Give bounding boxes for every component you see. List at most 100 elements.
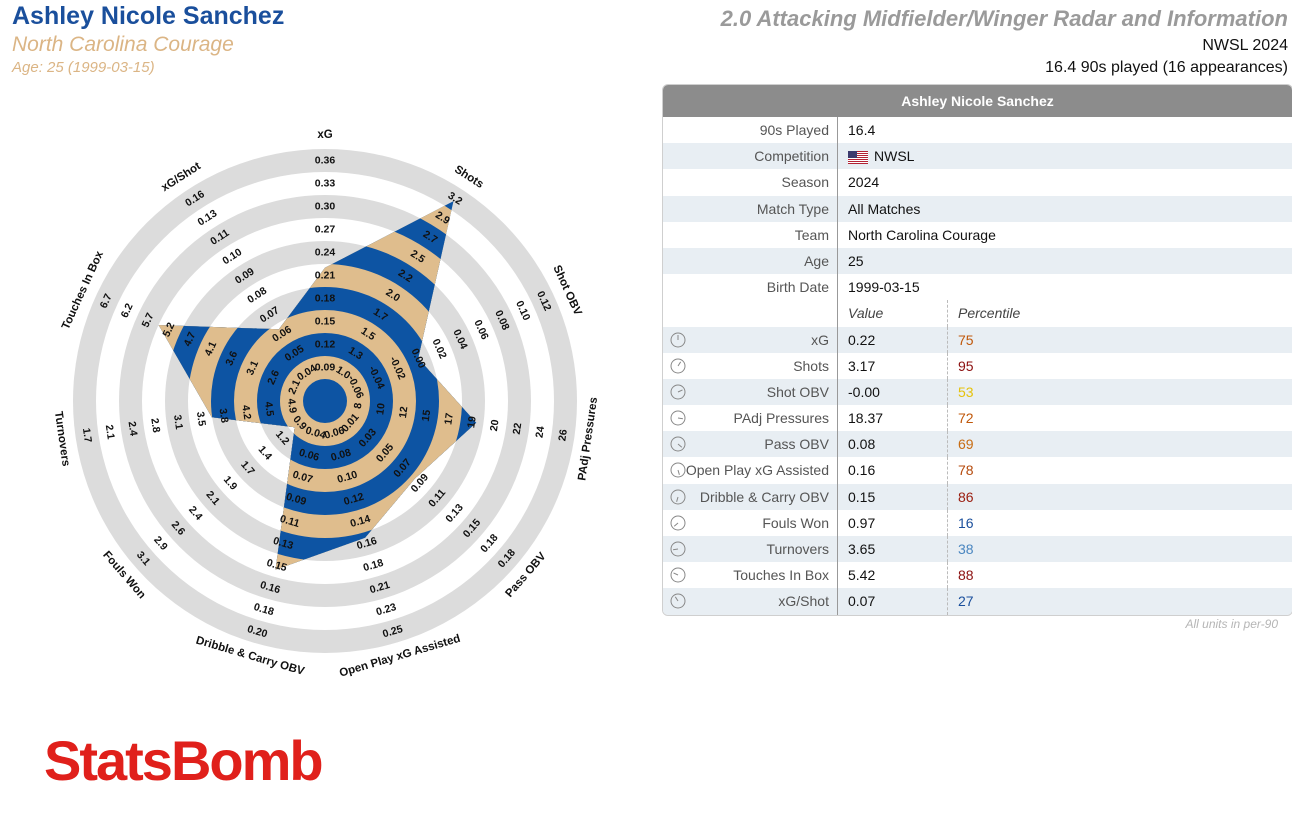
- metric-name: Dribble & Carry OBV: [699, 488, 829, 505]
- tick-label: 10: [374, 402, 388, 415]
- metric-name: Shot OBV: [766, 383, 829, 400]
- competition-season: NWSL 2024: [1202, 37, 1288, 54]
- metric-gauge-icon: [670, 410, 686, 426]
- metric-label: Shots: [663, 352, 838, 379]
- tick-label: 26: [556, 428, 570, 441]
- metric-label: Turnovers: [52, 411, 72, 468]
- tick-label: 22: [511, 422, 525, 435]
- tick-label: 0.04: [304, 424, 327, 441]
- metric-percentile: 95: [958, 357, 974, 374]
- metric-name: Turnovers: [766, 541, 829, 557]
- metric-label: PAdj Pressures: [663, 405, 838, 432]
- metric-gauge-icon: [670, 515, 686, 531]
- player-name: Ashley Nicole Sanchez: [12, 2, 285, 30]
- metric-percentile: 88: [958, 567, 974, 584]
- tick-label: 0.27: [315, 224, 336, 236]
- units-note: All units in per-90: [1185, 617, 1279, 631]
- metric-percentile: 75: [958, 331, 974, 348]
- statsbomb-logo: StatsBomb: [44, 729, 324, 792]
- percentile-header: Percentile: [958, 305, 1021, 322]
- tick-label: 0.12: [315, 339, 336, 351]
- tick-label: 0.15: [265, 557, 288, 574]
- info-label: Team: [663, 221, 838, 248]
- team-name: North Carolina Courage: [12, 33, 234, 56]
- tick-label: 15: [420, 409, 434, 422]
- metric-row: Pass OBV 0.08 69: [663, 431, 1292, 458]
- metric-label: xG/Shot: [663, 588, 838, 615]
- tick-label: 17: [442, 412, 456, 425]
- metric-gauge-icon: [670, 384, 686, 400]
- info-row: Age 25: [663, 247, 1292, 275]
- tick-label: 2.6: [265, 368, 282, 386]
- metric-name: Fouls Won: [762, 514, 829, 531]
- tick-label: 5.2: [160, 321, 177, 339]
- info-row: Team North Carolina Courage: [663, 221, 1292, 248]
- metric-value: 3.65: [838, 536, 948, 563]
- tick-label: 0.21: [368, 579, 391, 596]
- metric-gauge-icon: [670, 358, 686, 374]
- tick-label: 0.24: [315, 247, 336, 259]
- metric-percentile: 78: [958, 462, 974, 479]
- tick-label: 0.18: [362, 557, 385, 574]
- metric-header-spacer: [663, 300, 838, 327]
- info-row: Match Type All Matches: [663, 195, 1292, 222]
- played-line: 16.4 90s played (16 appearances): [1045, 59, 1288, 76]
- info-value: 25: [848, 252, 864, 269]
- tick-label: 0.36: [315, 155, 336, 167]
- info-label: Match Type: [663, 195, 838, 222]
- info-value: NWSL: [838, 143, 1138, 169]
- metric-row: PAdj Pressures 18.37 72: [663, 405, 1292, 432]
- tick-label: 3.8: [217, 408, 231, 424]
- metric-label: Pass OBV: [663, 431, 838, 458]
- tick-label: 3.6: [223, 349, 240, 367]
- metric-percentile: 69: [958, 436, 974, 453]
- tick-label: 0.06: [323, 424, 346, 441]
- metric-row: Shots 3.17 95: [663, 352, 1292, 379]
- metric-label: xG: [663, 326, 838, 353]
- metric-label: Dribble & Carry OBV: [663, 483, 838, 510]
- info-label: Birth Date: [663, 274, 838, 301]
- metric-label: Turnovers: [663, 536, 838, 563]
- tick-label: 0.16: [259, 579, 282, 596]
- tick-label: 19: [465, 415, 479, 428]
- tick-label: 0.11: [278, 513, 301, 530]
- metric-value: 0.16: [838, 457, 948, 484]
- tick-label: 4.1: [202, 340, 219, 358]
- metric-value: 0.97: [838, 509, 948, 536]
- tick-label: 4.2: [239, 404, 253, 420]
- player-center: [303, 379, 347, 423]
- metric-row: Dribble & Carry OBV 0.15 86: [663, 483, 1292, 510]
- tick-label: 5.7: [140, 311, 157, 329]
- metric-percentile: 16: [958, 514, 974, 531]
- tick-label: 0.20: [246, 623, 269, 640]
- metric-value: 0.08: [838, 431, 948, 458]
- metric-value: -0.00: [838, 378, 948, 406]
- tick-label: 0.18: [315, 293, 336, 305]
- tick-label: 3.1: [244, 359, 261, 377]
- metric-value: 0.22: [838, 326, 948, 353]
- tick-label: 3.5: [194, 411, 208, 427]
- metric-percentile: 53: [958, 383, 974, 400]
- tick-label: 2.1: [103, 424, 117, 440]
- info-row: Birth Date 1999-03-15: [663, 274, 1292, 301]
- tick-label: 0.21: [315, 270, 336, 282]
- metric-row: Shot OBV -0.00 53: [663, 378, 1292, 406]
- metric-gauge-icon: [670, 489, 686, 505]
- info-row: 90s Played 16.4: [663, 117, 1292, 144]
- metric-row: Open Play xG Assisted 0.16 78: [663, 457, 1292, 484]
- metric-label: Fouls Won: [663, 509, 838, 536]
- metric-gauge-icon: [670, 541, 686, 557]
- tick-label: 0.14: [349, 513, 372, 530]
- tick-label: 0.33: [315, 178, 336, 190]
- metric-name: xG: [811, 331, 829, 348]
- tick-label: 1.7: [80, 427, 94, 443]
- metric-label: PAdj Pressures: [576, 396, 600, 481]
- metric-name: Pass OBV: [764, 436, 829, 453]
- tick-label: 0.06: [298, 447, 321, 464]
- tick-label: 0.10: [336, 469, 359, 486]
- tick-label: 0.18: [252, 601, 275, 618]
- tick-label: 0.07: [291, 469, 314, 486]
- metric-name: PAdj Pressures: [733, 410, 829, 427]
- metric-label: Open Play xG Assisted: [663, 457, 838, 484]
- metric-percentile: 27: [958, 593, 974, 610]
